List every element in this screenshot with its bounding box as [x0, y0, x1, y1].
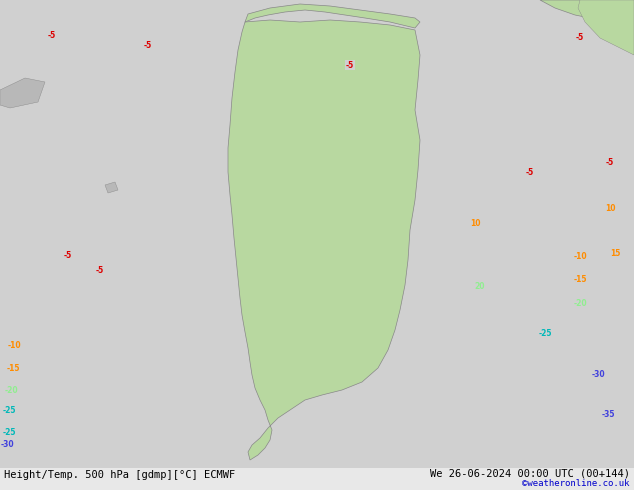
- Bar: [0, 468, 634, 490]
- Polygon shape: [578, 0, 634, 55]
- Polygon shape: [0, 78, 45, 108]
- Text: -5: -5: [526, 168, 534, 176]
- Text: -5: -5: [96, 266, 104, 274]
- Text: -25: -25: [538, 328, 552, 338]
- Text: -20: -20: [4, 386, 18, 394]
- Text: -35: -35: [601, 410, 615, 418]
- Text: 10: 10: [470, 219, 480, 227]
- Text: -5: -5: [64, 250, 72, 260]
- Text: -15: -15: [573, 274, 586, 284]
- Polygon shape: [245, 4, 420, 28]
- Text: -5: -5: [346, 60, 354, 70]
- Text: 15: 15: [610, 248, 620, 258]
- Text: -15: -15: [6, 364, 20, 372]
- Text: -30: -30: [591, 369, 605, 378]
- Text: -5: -5: [576, 33, 584, 43]
- Polygon shape: [540, 0, 634, 30]
- Text: 10: 10: [605, 203, 615, 213]
- Text: -30: -30: [0, 440, 14, 448]
- Polygon shape: [228, 20, 420, 460]
- Text: Height/Temp. 500 hPa [gdmp][°C] ECMWF: Height/Temp. 500 hPa [gdmp][°C] ECMWF: [4, 470, 235, 480]
- Text: -10: -10: [573, 251, 587, 261]
- Polygon shape: [105, 182, 118, 193]
- Text: 20: 20: [475, 281, 485, 291]
- Text: -5: -5: [144, 41, 152, 49]
- Text: ©weatheronline.co.uk: ©weatheronline.co.uk: [522, 479, 630, 488]
- Text: We 26-06-2024 00:00 UTC (00+144): We 26-06-2024 00:00 UTC (00+144): [430, 468, 630, 478]
- Text: -25: -25: [3, 406, 16, 415]
- Text: -5: -5: [48, 31, 56, 41]
- Text: -20: -20: [573, 298, 587, 308]
- Text: -5: -5: [606, 157, 614, 167]
- Text: -25: -25: [3, 427, 16, 437]
- Text: -10: -10: [7, 341, 21, 349]
